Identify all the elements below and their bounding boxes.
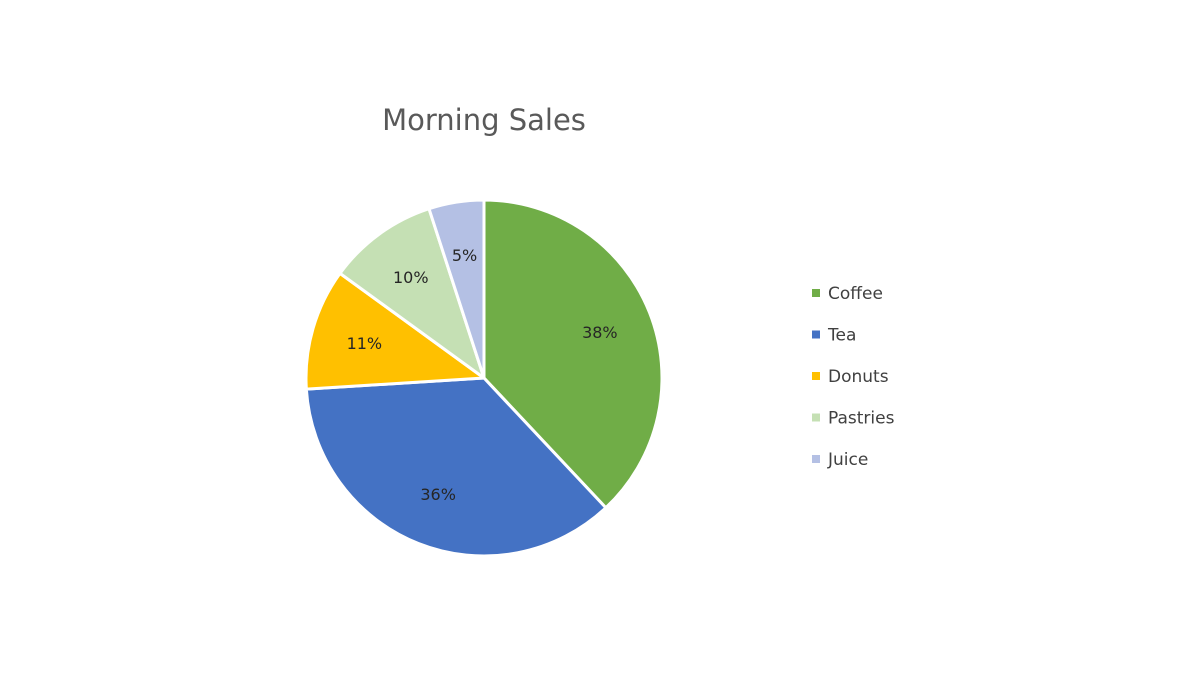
pie-slice-pastries — [338, 207, 486, 380]
pie-slice-coffee — [482, 198, 664, 510]
legend-swatch-juice — [812, 455, 820, 463]
data-label-juice: 5% — [452, 246, 477, 265]
data-label-donuts: 11% — [347, 334, 383, 353]
legend-label-juice: Juice — [827, 450, 868, 470]
legend-swatch-tea — [812, 330, 820, 339]
legend-label-tea: Tea — [827, 326, 856, 346]
chart-title: Morning Sales — [382, 103, 586, 137]
legend-item-tea: Tea — [812, 326, 856, 346]
legend-label-pastries: Pastries — [828, 409, 895, 429]
legend-swatch-coffee — [812, 289, 820, 297]
legend-swatch-pastries — [812, 413, 820, 422]
legend-item-pastries: Pastries — [812, 409, 895, 429]
pie-slices — [304, 198, 664, 558]
pie-slice-donuts — [304, 271, 486, 391]
legend: Coffee Tea Donuts Pastries Juice — [812, 284, 895, 470]
legend-swatch-donuts — [812, 372, 820, 380]
data-label-pastries: 10% — [393, 268, 429, 287]
legend-item-donuts: Donuts — [812, 367, 889, 387]
pie-slice-tea — [304, 376, 608, 558]
legend-label-coffee: Coffee — [828, 284, 883, 304]
pie-data-labels: 38% 36% 11% 10% 5% — [347, 246, 618, 504]
legend-item-juice: Juice — [812, 450, 868, 470]
legend-label-donuts: Donuts — [828, 367, 889, 387]
data-label-tea: 36% — [420, 485, 456, 504]
data-label-coffee: 38% — [582, 323, 618, 342]
pie-slice-juice — [427, 198, 486, 380]
legend-item-coffee: Coffee — [812, 284, 883, 304]
